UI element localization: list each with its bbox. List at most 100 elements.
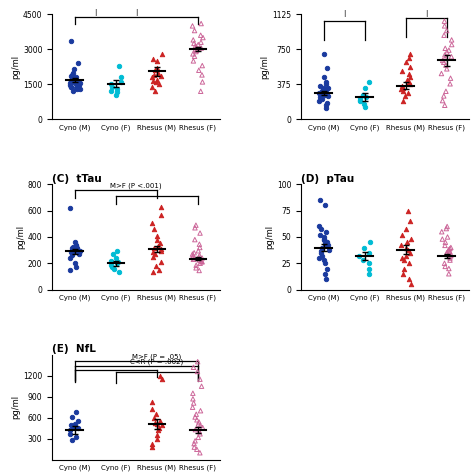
Point <box>70 88 77 95</box>
Point <box>322 101 330 109</box>
Point <box>318 89 326 96</box>
Point <box>67 77 75 84</box>
Point <box>447 252 455 260</box>
Point <box>74 417 82 424</box>
Point <box>154 431 161 438</box>
Point <box>67 78 75 85</box>
Point <box>315 97 323 104</box>
Point <box>323 99 330 107</box>
Point <box>322 80 330 88</box>
Point <box>69 252 76 259</box>
Point <box>359 256 367 264</box>
Point <box>315 223 322 230</box>
Point <box>448 41 456 48</box>
Point <box>153 232 161 239</box>
Text: M>F (P <.001): M>F (P <.001) <box>110 182 162 189</box>
Point <box>439 97 447 104</box>
Point <box>365 259 373 267</box>
Point <box>398 231 406 239</box>
Point <box>149 248 156 256</box>
Point <box>71 238 79 246</box>
Point <box>445 265 453 273</box>
Point <box>71 247 78 255</box>
Point <box>148 398 155 405</box>
Point <box>194 420 202 428</box>
Point <box>195 256 203 264</box>
Point <box>444 233 451 241</box>
Point <box>66 430 73 438</box>
Point <box>109 250 117 258</box>
Point <box>69 437 76 444</box>
Point <box>157 73 165 80</box>
Point <box>443 223 451 230</box>
Point <box>191 443 198 451</box>
Point <box>71 420 79 428</box>
Point <box>191 224 199 232</box>
Point <box>109 264 116 271</box>
Point <box>158 422 165 429</box>
Y-axis label: pg/ml: pg/ml <box>11 395 20 419</box>
Point <box>398 242 405 249</box>
Point <box>356 252 363 260</box>
Point <box>113 89 120 96</box>
Point <box>150 71 158 79</box>
Point <box>193 46 201 54</box>
Point <box>324 85 331 92</box>
Point <box>406 218 413 225</box>
Point <box>441 22 448 30</box>
Point <box>195 66 202 74</box>
Point <box>365 270 373 278</box>
Point <box>441 101 448 109</box>
Point <box>191 255 198 263</box>
Point <box>443 65 451 73</box>
Point <box>155 81 163 88</box>
Point <box>67 73 74 80</box>
Point <box>151 88 158 95</box>
Point <box>151 414 158 421</box>
Point <box>402 58 410 66</box>
Point <box>320 237 328 244</box>
Point <box>401 265 408 273</box>
Point <box>365 78 373 86</box>
Point <box>194 41 202 48</box>
Point <box>112 254 119 262</box>
Point <box>318 90 326 98</box>
Point <box>401 92 409 100</box>
Point <box>153 64 161 72</box>
Point <box>322 87 330 94</box>
Point <box>359 91 366 99</box>
Point <box>68 245 76 252</box>
Point <box>189 395 197 402</box>
Point <box>67 248 75 256</box>
Point <box>74 79 82 86</box>
Point <box>399 97 407 104</box>
Point <box>406 73 413 81</box>
Point <box>406 259 413 267</box>
Point <box>69 71 76 79</box>
Point <box>66 204 74 212</box>
Point <box>196 430 204 438</box>
Point <box>154 57 161 65</box>
Point <box>193 446 201 453</box>
Point <box>66 82 74 89</box>
Text: |: | <box>94 9 96 16</box>
Point <box>76 79 83 87</box>
Point <box>151 250 159 258</box>
Point <box>70 75 78 83</box>
Point <box>438 228 446 236</box>
Point <box>190 252 197 260</box>
Point <box>109 83 116 91</box>
Point <box>67 83 75 91</box>
Point <box>114 258 121 266</box>
Point <box>194 434 202 441</box>
Point <box>73 242 80 250</box>
Point <box>198 257 206 265</box>
Point <box>446 248 454 255</box>
Point <box>320 235 328 243</box>
Point <box>112 91 119 99</box>
Point <box>73 80 81 88</box>
Point <box>356 94 364 101</box>
Point <box>66 254 74 262</box>
Point <box>68 249 76 256</box>
Point <box>321 259 329 267</box>
